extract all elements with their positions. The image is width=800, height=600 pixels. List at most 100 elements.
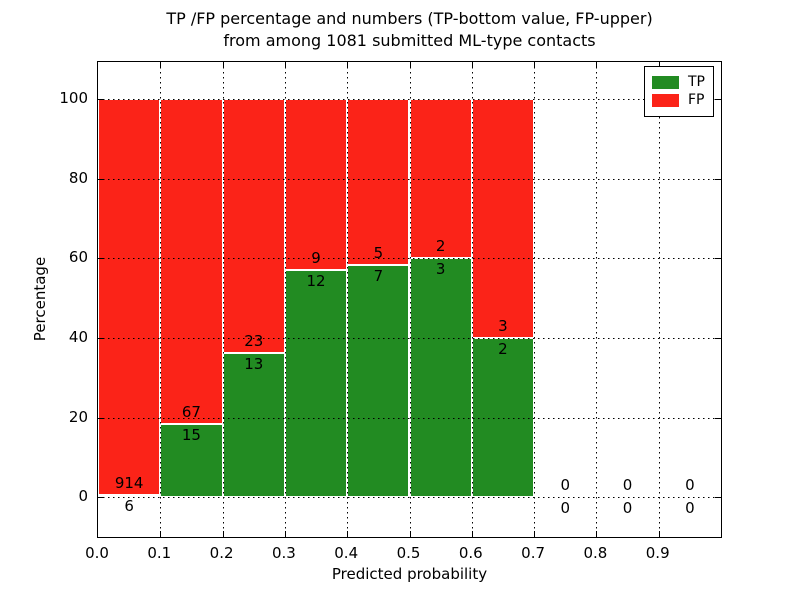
fp-count-label: 3 (498, 316, 508, 335)
tp-count-label: 15 (181, 426, 201, 445)
x-axis-tick (160, 62, 162, 68)
x-axis-tick (471, 531, 473, 537)
x-axis-label: Predicted probability (331, 565, 488, 583)
y-tick-label: 20 (68, 407, 88, 426)
tp-count-label: 3 (435, 260, 446, 279)
y-axis-tick (98, 337, 104, 339)
grid-line-v (658, 62, 660, 537)
y-axis-tick (98, 497, 104, 499)
tp-count-label: 0 (560, 499, 571, 518)
fp-count-label: 2 (435, 237, 446, 256)
fp-count-label: 0 (685, 476, 695, 495)
tp-count-label: 0 (685, 499, 695, 518)
x-axis-tick (160, 531, 162, 537)
legend-label: TP (688, 74, 705, 90)
y-tick-label: 100 (59, 89, 88, 108)
y-axis-tick (715, 99, 721, 101)
bar-fp-segment (284, 99, 348, 270)
plot-area: TP FP 914 6 67 15 23 13 9 12 5 7 2 3 3 2 0 0 0 0 0 0 (97, 61, 722, 538)
fp-count-label: 5 (373, 243, 384, 262)
bar-fp-segment (347, 99, 410, 265)
x-tick-label: 0.0 (85, 544, 109, 562)
grid-line-v (596, 62, 598, 537)
x-tick-label: 0.3 (271, 544, 296, 562)
y-axis-tick (715, 178, 721, 180)
chart-title-line2: from among 1081 submitted ML-type contac… (223, 31, 596, 50)
x-tick-label: 0.6 (458, 544, 483, 562)
x-tick-label: 0.1 (147, 544, 172, 562)
x-tick-label: 0.9 (645, 544, 670, 562)
y-axis-tick (98, 99, 104, 101)
bar-fp-segment (222, 99, 285, 354)
x-tick-label: 0.7 (521, 544, 546, 562)
grid-line-v (347, 62, 349, 537)
legend-label: FP (688, 92, 705, 108)
x-axis-tick (284, 62, 286, 68)
x-axis-tick (347, 62, 349, 68)
fp-count-label: 67 (181, 403, 201, 422)
x-axis-tick (658, 62, 660, 68)
x-axis-tick (222, 531, 224, 537)
x-tick-label: 0.2 (209, 544, 234, 562)
chart-title-line1: TP /FP percentage and numbers (TP-bottom… (166, 9, 653, 28)
tp-count-label: 13 (244, 355, 264, 374)
grid-line-v (471, 62, 473, 537)
x-axis-tick (347, 531, 349, 537)
legend-swatch (652, 94, 679, 107)
x-tick-label: 0.5 (396, 544, 421, 562)
x-tick-label: 0.8 (583, 544, 608, 562)
fp-count-label: 0 (560, 476, 571, 495)
legend-item: TP (652, 75, 705, 90)
y-axis-tick (715, 258, 721, 260)
tp-count-label: 0 (622, 499, 633, 518)
x-axis-tick (534, 531, 536, 537)
x-axis-tick (222, 62, 224, 68)
x-axis-tick (409, 62, 411, 68)
tp-count-label: 7 (373, 266, 384, 285)
bar-fp-segment (98, 99, 161, 495)
y-axis-tick (715, 497, 721, 499)
y-axis-tick (98, 178, 104, 180)
bar-fp-segment (471, 99, 535, 338)
bar-fp-segment (160, 99, 223, 425)
chart-title: TP /FP percentage and numbers (TP-bottom… (97, 8, 722, 52)
fp-count-label: 23 (244, 332, 264, 351)
bar-tp-segment (284, 269, 348, 498)
grid-line-v (284, 62, 286, 537)
x-axis-tick (658, 531, 660, 537)
x-tick-label: 0.4 (334, 544, 359, 562)
grid-line-v (409, 62, 411, 537)
bar-tp-segment (98, 494, 161, 498)
x-axis-tick (534, 62, 536, 68)
fp-count-label: 914 (114, 473, 144, 492)
grid-line-v (160, 62, 162, 537)
x-axis-tick (284, 531, 286, 537)
y-axis-tick (98, 258, 104, 260)
bar-tp-segment (347, 264, 410, 498)
fp-count-label: 0 (622, 476, 633, 495)
y-axis-tick (98, 417, 104, 419)
y-tick-label: 0 (78, 487, 88, 506)
legend-swatch (652, 76, 679, 89)
y-axis-tick (715, 417, 721, 419)
y-tick-label: 40 (68, 327, 88, 346)
x-axis-tick (409, 531, 411, 537)
y-tick-label: 60 (68, 248, 88, 267)
grid-line-v (222, 62, 224, 537)
x-axis-tick (596, 531, 598, 537)
tp-count-label: 12 (306, 271, 326, 290)
x-axis-tick (596, 62, 598, 68)
x-axis-tick (471, 62, 473, 68)
tp-count-label: 6 (124, 496, 134, 515)
tp-count-label: 2 (498, 339, 508, 358)
grid-line-v (534, 62, 536, 537)
y-tick-label: 80 (68, 168, 88, 187)
bar-tp-segment (222, 353, 285, 498)
bar-tp-segment (160, 424, 223, 498)
legend: TP FP (644, 66, 714, 117)
y-axis-tick (715, 337, 721, 339)
bar-tp-segment (409, 258, 472, 498)
legend-item: FP (652, 93, 705, 108)
fp-count-label: 9 (311, 248, 321, 267)
